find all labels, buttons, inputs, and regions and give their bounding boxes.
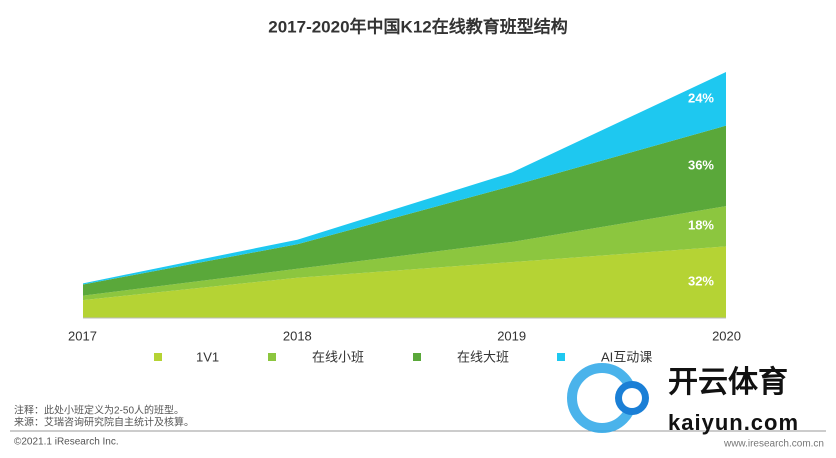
data-label: 32% xyxy=(688,274,714,289)
legend-label: 1V1 xyxy=(196,349,219,364)
source-site: www.iresearch.com.cn xyxy=(723,439,824,450)
legend-swatch xyxy=(154,353,162,361)
area xyxy=(83,125,726,296)
data-label: 24% xyxy=(688,90,714,105)
watermark-brand: 开云体育 xyxy=(668,365,788,399)
note: 注释：此处小班定义为2-50人的班型。 xyxy=(14,404,184,417)
x-tick-label: 2018 xyxy=(283,328,312,343)
legend-label: AI互动课 xyxy=(601,349,652,364)
data-label: 18% xyxy=(688,218,714,233)
watermark-logo xyxy=(567,363,649,433)
legend-swatch xyxy=(557,353,565,361)
data-label: 36% xyxy=(688,157,714,172)
x-tick-label: 2017 xyxy=(68,328,97,343)
legend-swatch xyxy=(268,353,276,361)
legend-swatch xyxy=(413,353,421,361)
area xyxy=(83,206,726,301)
x-tick-label: 2020 xyxy=(712,328,741,343)
legend-label: 在线大班 xyxy=(457,349,509,364)
legend-label: 在线小班 xyxy=(312,349,364,364)
note: 来源：艾瑞咨询研究院自主统计及核算。 xyxy=(14,416,194,429)
copyright: ©2021.1 iResearch Inc. xyxy=(14,437,119,448)
area xyxy=(83,246,726,318)
watermark-site: kaiyun.com xyxy=(668,410,799,435)
chart-title: 2017-2020年中国K12在线教育班型结构 xyxy=(268,16,567,36)
x-tick-label: 2019 xyxy=(497,328,526,343)
